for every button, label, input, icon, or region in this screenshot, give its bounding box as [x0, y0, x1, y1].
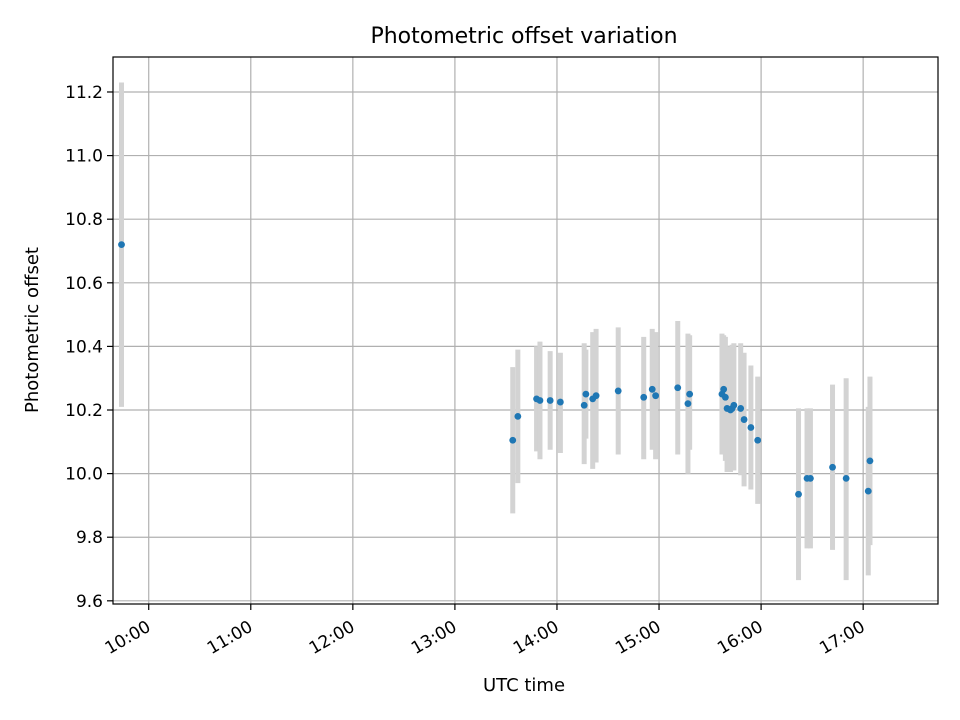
data-point: [546, 397, 554, 404]
data-point: [674, 384, 682, 392]
data-point: [737, 405, 745, 412]
data-point: [582, 390, 590, 398]
data-point: [730, 401, 738, 409]
data-point: [721, 393, 729, 401]
data-point: [580, 401, 588, 409]
plot-frame: [112, 56, 939, 605]
data-point: [652, 392, 660, 400]
data-point: [536, 397, 544, 404]
data-point: [686, 390, 694, 398]
data-point: [864, 487, 872, 495]
data-point: [614, 387, 622, 395]
data-point: [829, 463, 836, 471]
y-tick-label: 10.8: [65, 210, 103, 230]
plot-area: [112, 56, 939, 605]
data-point: [842, 474, 850, 482]
x-gridlines: [148, 57, 864, 604]
data-point: [807, 474, 814, 482]
data-point: [754, 436, 762, 444]
chart-title: Photometric offset variation: [370, 24, 677, 49]
y-tick-label: 9.6: [76, 592, 103, 612]
y-tick-label: 11.0: [65, 147, 103, 167]
y-tick-label: 10.0: [65, 465, 103, 485]
y-tick-label: 10.2: [65, 401, 103, 421]
data-point: [118, 241, 125, 249]
data-point: [592, 392, 600, 400]
data-point: [866, 457, 874, 465]
y-tick-label: 9.8: [76, 528, 103, 548]
y-tick-label: 10.4: [65, 337, 103, 357]
y-tick-label: 11.2: [65, 83, 103, 103]
plot-background: [113, 57, 938, 604]
data-point: [747, 424, 755, 431]
data-point: [640, 393, 648, 401]
data-point: [648, 385, 656, 393]
data-point: [556, 398, 564, 406]
data-point: [514, 412, 522, 420]
y-axis-label: Photometric offset: [22, 247, 43, 413]
y-tick-label: 10.6: [65, 274, 103, 294]
data-point: [684, 400, 692, 408]
y-axis-ticks: 9.6 9.8 10.0 10.2 10.4 10.6 10.8 11.0 11.2: [65, 83, 113, 612]
data-point: [795, 490, 802, 498]
x-axis-label: UTC time: [483, 675, 565, 696]
data-point: [720, 385, 728, 393]
data-points: [118, 241, 874, 498]
data-point: [509, 436, 517, 444]
data-point: [740, 416, 748, 423]
